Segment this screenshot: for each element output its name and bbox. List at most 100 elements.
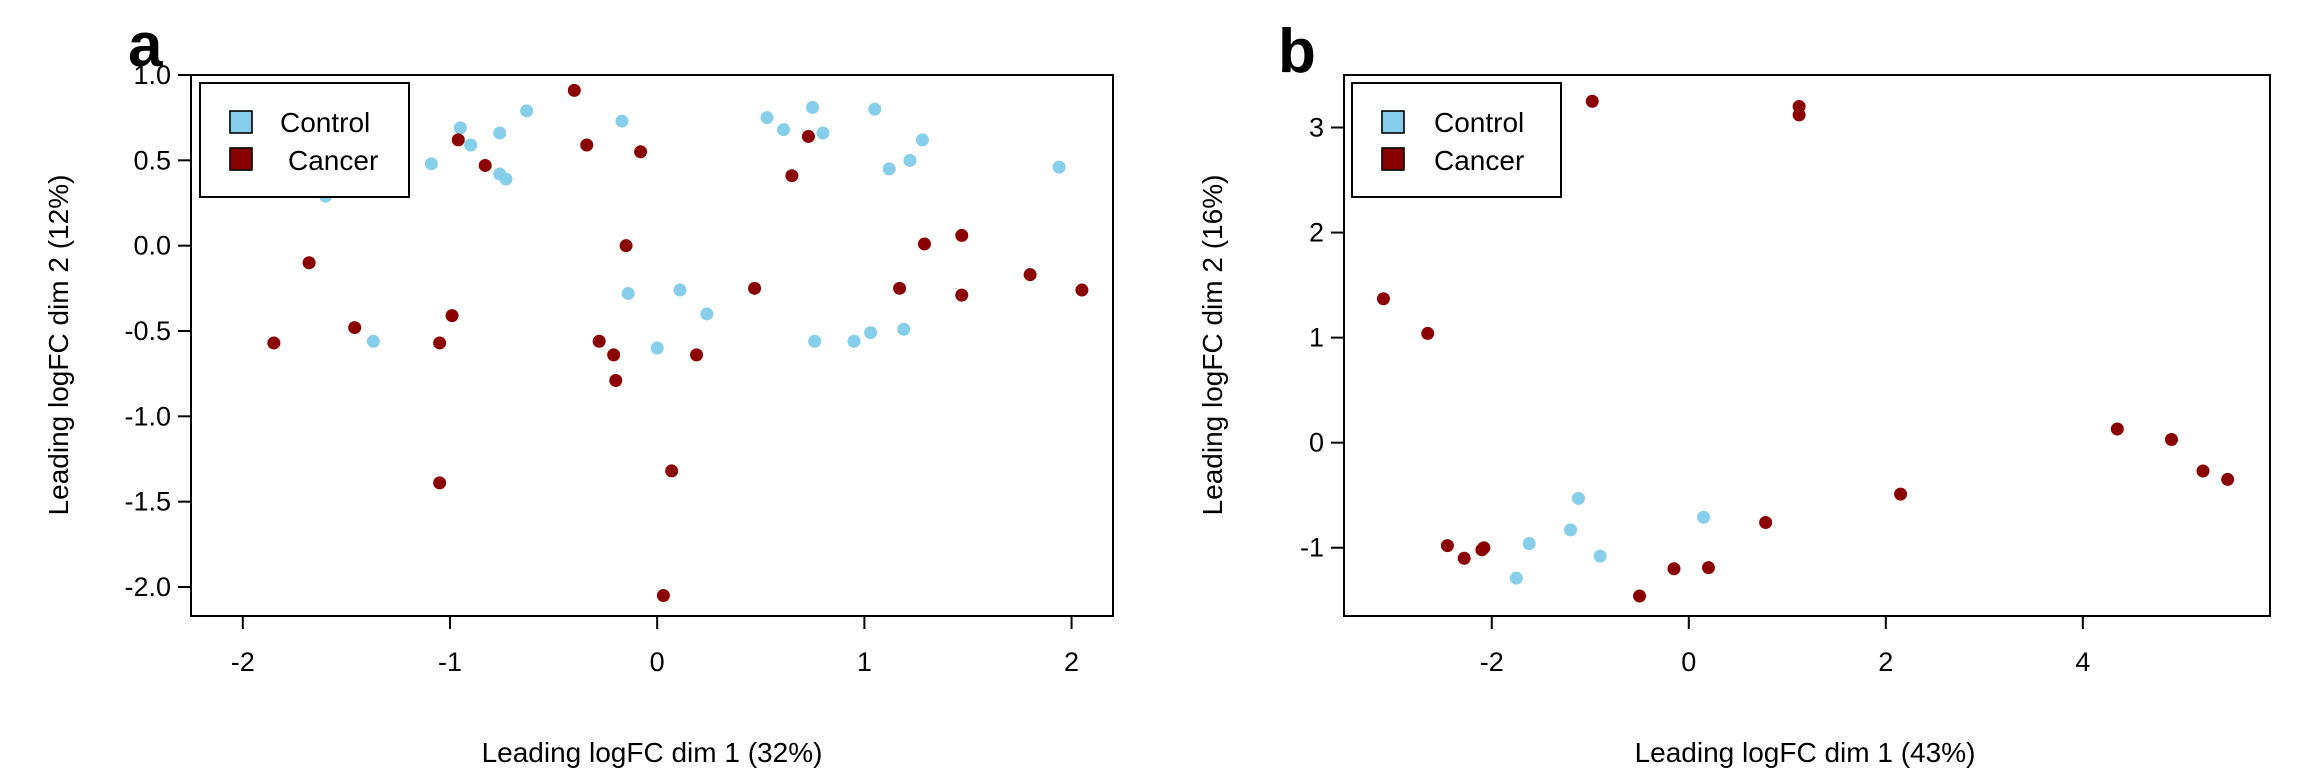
panel-b-x-tick-label: 2 [1878,647,1893,677]
panel-b-legend: Control Cancer [1351,82,1562,198]
panel-b-legend-label-cancer: Cancer [1434,145,1524,176]
panel-b-y-tick-label: 3 [1309,113,1324,143]
panel-a-x-axis: -2 -1 0 1 2 [231,616,1079,677]
panel-b-point-cancer [1477,541,1491,555]
panel-a-point-control [424,157,438,171]
panel-b-point-cancer [1759,516,1773,530]
panel-a-point-cancer [955,288,969,302]
panel-a-point-cancer [451,133,465,147]
panel-a-point-control [650,341,664,355]
panel-b-point-cancer [2196,464,2210,478]
panel-a-point-control [366,334,380,348]
panel-a-legend-label-cancer: Cancer [288,145,378,176]
panel-a-point-cancer [592,334,606,348]
panel-b-point-cancer [1440,539,1454,553]
panel-a-point-cancer [445,309,459,323]
panel-a-point-cancer [348,321,362,335]
panel-a-point-control [915,133,929,147]
panel-a-point-cancer [433,336,447,350]
panel-a-x-tick-label: 2 [1064,647,1079,677]
panel-a-point-cancer [955,228,969,242]
panel-a-x-tick-label: -1 [438,647,462,677]
panel-a-point-control [808,334,822,348]
panel-a-point-cancer [785,169,799,183]
panel-b-point-cancer [1421,326,1435,340]
panel-b-point-control [1564,523,1578,537]
panel-a-point-cancer [267,336,281,350]
panel-a-x-tick-label: 0 [650,647,665,677]
panel-a-point-cancer [433,476,447,490]
panel-b-point-cancer [1701,561,1715,575]
panel-a-point-control [903,153,917,167]
panel-a-point-cancer [893,281,907,295]
panel-b-y-tick-label: 1 [1309,323,1324,353]
panel-a-point-cancer [607,348,621,362]
panel-b-point-cancer [2221,472,2235,486]
panel-b: b -2 0 2 4 3 2 1 0 -1 Leading logFC dim 1 (43%)… [1197,17,2271,768]
panel-a-point-control [864,326,878,340]
panel-b-point-cancer [2164,433,2178,447]
panel-a-point-cancer [634,145,648,159]
panel-b-point-cancer [1633,589,1647,603]
panel-a-point-cancer [580,138,594,152]
panel-a-y-axis: 1.0 0.5 0.0 -0.5 -1.0 -1.5 -2.0 [124,60,191,602]
panel-b-plot-frame [1343,74,2271,617]
panel-a-y-tick-label: 1.0 [133,60,171,90]
panel-b-letter: b [1278,17,1316,86]
panel-b-x-tick-label: 0 [1681,647,1696,677]
panel-a-point-control [621,286,635,300]
panel-a-point-control [464,138,478,152]
panel-a-point-control [806,100,820,114]
panel-b-y-axis: 3 2 1 0 -1 [1300,113,1344,563]
panel-b-legend-swatch-control [1381,110,1405,134]
panel-a-point-cancer [609,373,623,387]
panel-a-y-tick-label: 0.0 [133,231,171,261]
panel-a-point-control [615,114,629,128]
panel-a-point-cancer [619,239,633,253]
panel-a-point-cancer [1075,283,1089,297]
panel-a-y-tick-label: -2.0 [124,572,171,602]
panel-b-point-cancer [2110,422,2124,436]
panel-a-point-cancer [1023,268,1037,282]
panel-b-x-tick-label: -2 [1480,647,1504,677]
panel-b-point-cancer [1792,108,1806,122]
panel-b-points [1376,94,2235,603]
panel-a-point-cancer [748,281,762,295]
panel-a-y-tick-label: -0.5 [124,316,171,346]
panel-a-point-control [520,104,534,118]
panel-b-point-control [1509,571,1523,585]
panel-a-x-tick-label: -2 [231,647,255,677]
panel-b-y-tick-label: 0 [1309,428,1324,458]
panel-a-point-cancer [917,237,931,251]
panel-a-point-cancer [478,158,492,172]
panel-b-y-axis-title: Leading logFC dim 2 (16%) [1197,175,1228,516]
panel-a-y-tick-label: -1.0 [124,401,171,431]
panel-a-points [219,83,1089,603]
panel-a-point-cancer [656,589,670,603]
panel-a-point-control [700,307,714,321]
panel-b-point-cancer [1457,551,1471,565]
panel-a-legend-swatch-control [229,110,253,134]
panel-a-point-cancer [567,83,581,97]
panel-b-point-cancer [1894,487,1908,501]
panel-b-point-control [1522,537,1536,551]
panel-a-legend-label-control: Control [280,107,370,138]
panel-a-point-control [493,126,507,140]
panel-a-point-control [499,172,513,186]
panel-b-point-cancer [1667,562,1681,576]
panel-a-legend-box [199,82,410,198]
panel-b-point-cancer [1585,94,1599,108]
panel-b-x-axis: -2 0 2 4 [1480,616,2090,677]
panel-b-point-control [1697,510,1711,524]
panel-b-y-tick-label: -1 [1300,533,1324,563]
panel-a-legend-swatch-cancer [229,147,253,171]
panel-b-legend-box [1351,82,1562,198]
panel-a-point-control [1052,160,1066,174]
panel-b-legend-swatch-cancer [1381,147,1405,171]
panel-b-point-control [1593,549,1607,563]
panel-b-legend-label-control: Control [1434,107,1524,138]
panel-a-point-control [882,162,896,176]
panel-b-x-tick-label: 4 [2075,647,2090,677]
panel-a-point-cancer [801,129,815,143]
panel-a-point-control [897,322,911,336]
